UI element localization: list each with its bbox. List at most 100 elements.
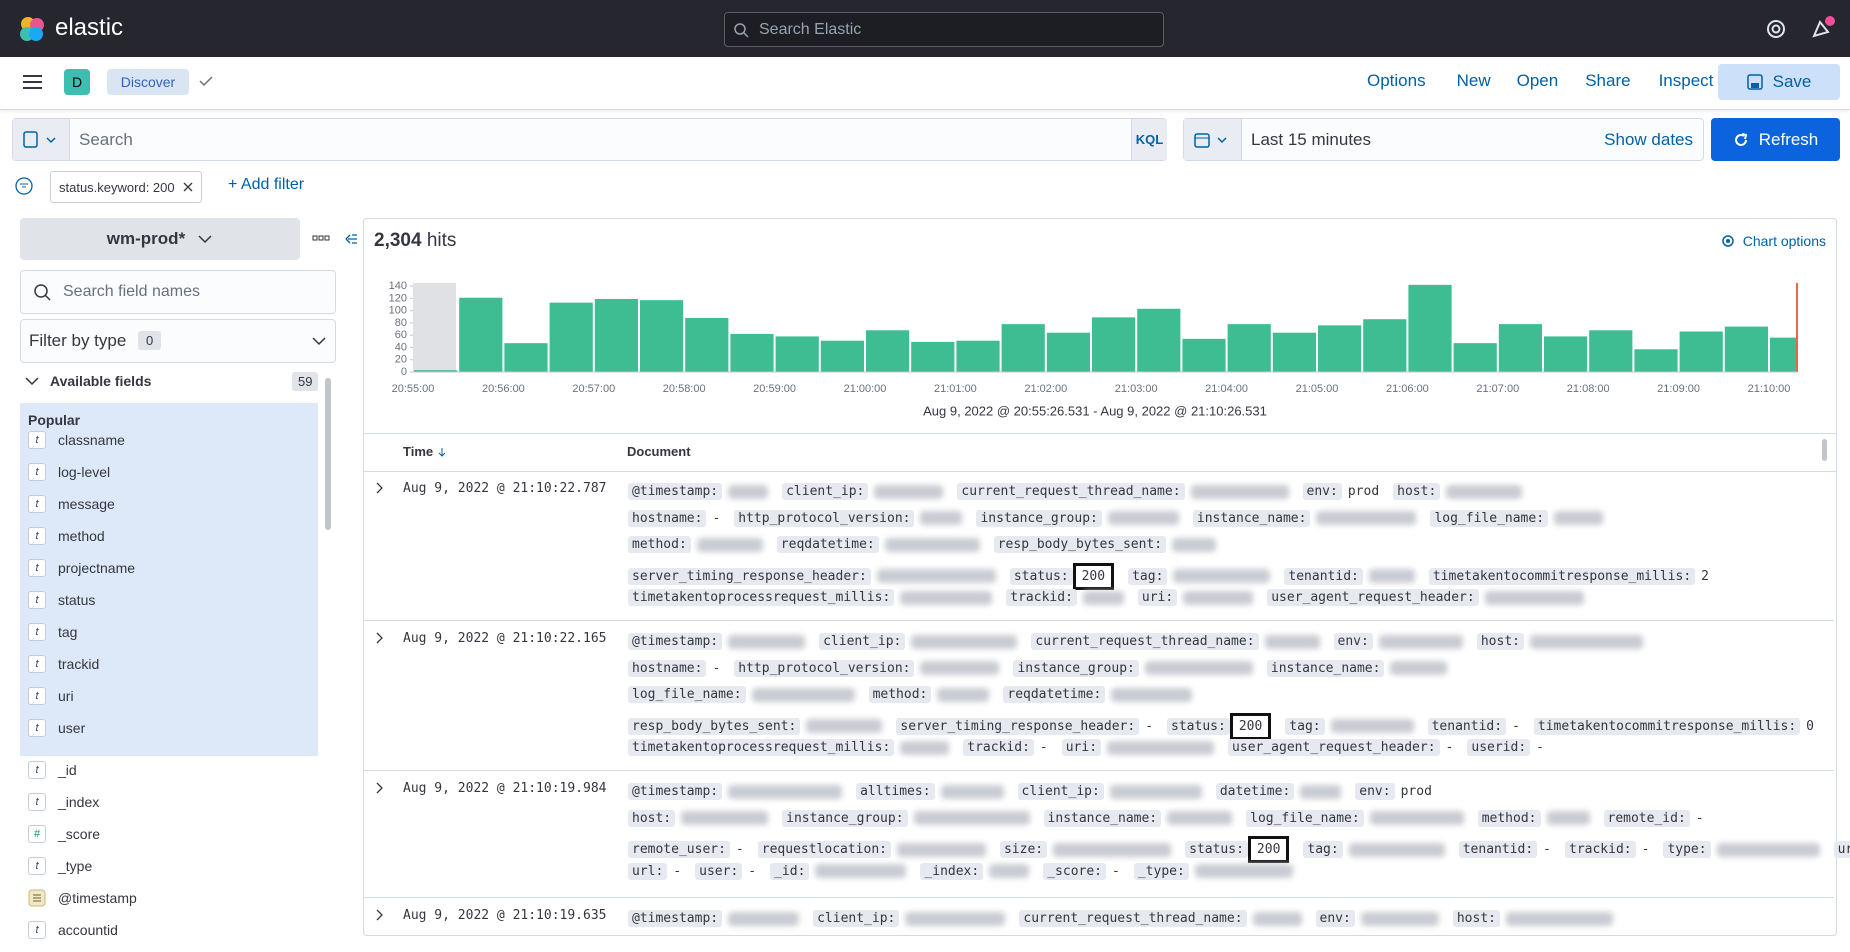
brand: elastic — [55, 14, 123, 42]
doc-line: @timestamp:client_ip:current_request_thr… — [628, 483, 1536, 500]
save-button[interactable]: Save — [1718, 64, 1840, 100]
menu-item[interactable]: Share — [1585, 71, 1630, 91]
expand-toggle[interactable] — [375, 482, 385, 494]
field-value: prod — [1401, 784, 1432, 799]
menu-item[interactable]: Open — [1517, 71, 1559, 91]
filter-pill[interactable]: status.keyword: 200 — [50, 171, 202, 203]
doc-line: @timestamp:alltimes:client_ip:datetime:e… — [628, 783, 1446, 800]
index-pattern-picker[interactable]: wm-prod* — [20, 218, 300, 260]
redacted-value — [697, 538, 763, 552]
field-key: instance_group: — [976, 510, 1101, 527]
redacted-value — [1379, 635, 1463, 649]
expand-toggle[interactable] — [375, 782, 385, 794]
field-item[interactable]: tclassname — [28, 431, 125, 449]
refresh-button[interactable]: Refresh — [1711, 118, 1840, 161]
doc-line: server_timing_response_header:status:200… — [628, 563, 1723, 590]
field-item[interactable]: t_id — [28, 761, 77, 779]
field-key: instance_name: — [1267, 660, 1385, 677]
space-avatar[interactable]: D — [64, 69, 90, 95]
redacted-value — [877, 569, 996, 583]
field-value: 200 — [1230, 713, 1271, 740]
field-key: _index: — [920, 863, 983, 880]
type-icon: t — [28, 623, 46, 641]
date-picker[interactable]: Last 15 minutes Show dates — [1183, 118, 1704, 161]
field-item[interactable]: tmethod — [28, 527, 105, 545]
redacted-value — [1107, 741, 1214, 755]
redacted-value — [1316, 511, 1416, 525]
menu-toggle[interactable] — [23, 74, 43, 90]
field-item[interactable]: #_score — [28, 825, 100, 843]
app-breadcrumb[interactable]: Discover — [107, 69, 189, 95]
field-search[interactable]: Search field names — [20, 270, 336, 314]
field-item[interactable]: t_index — [28, 793, 99, 811]
field-item[interactable]: tstatus — [28, 591, 95, 609]
field-item[interactable]: taccountid — [28, 921, 118, 939]
saved-query-button[interactable] — [13, 119, 70, 160]
language-switch[interactable]: KQL — [1131, 119, 1167, 160]
top-bar: elastic Search Elastic — [0, 0, 1850, 57]
add-filter[interactable]: + Add filter — [228, 176, 304, 194]
doc-line: timetakentoprocessrequest_millis:trackid… — [628, 589, 1598, 606]
table-scrollbar[interactable] — [1822, 439, 1827, 461]
sidebar-scrollbar[interactable] — [325, 378, 331, 530]
field-item[interactable]: ttrackid — [28, 655, 99, 673]
menu-item[interactable]: Options — [1367, 71, 1426, 91]
field-search-placeholder: Search field names — [63, 283, 200, 301]
field-value: 200 — [1248, 836, 1289, 863]
type-icon: t — [28, 527, 46, 545]
divider — [364, 433, 1836, 434]
field-name: projectname — [58, 560, 135, 576]
sidebar-actions[interactable] — [312, 232, 358, 246]
query-input[interactable]: Search — [79, 130, 133, 150]
global-search[interactable]: Search Elastic — [724, 12, 1164, 47]
field-key: uri: — [1834, 841, 1850, 858]
available-fields-label: Available fields — [50, 373, 151, 389]
field-name: trackid — [58, 656, 99, 672]
filter-menu[interactable] — [14, 176, 34, 196]
field-name: uri — [58, 688, 74, 704]
doc-line: host:instance_group:instance_name:log_fi… — [628, 810, 1718, 827]
expand-toggle[interactable] — [375, 632, 385, 644]
doc-line: url:-user:-_id:_index:_score:-_type: — [628, 863, 1307, 880]
remove-filter[interactable] — [183, 182, 193, 192]
field-item[interactable]: tprojectname — [28, 559, 135, 577]
field-item[interactable]: t_type — [28, 857, 92, 875]
doc-line: method:reqdatetime:resp_body_bytes_sent: — [628, 536, 1230, 553]
field-item[interactable]: tmessage — [28, 495, 115, 513]
field-key: timetakentocommitresponse_millis: — [1429, 568, 1695, 585]
field-item[interactable]: tlog-level — [28, 463, 110, 481]
collapse-icon[interactable] — [24, 374, 40, 388]
redacted-value — [728, 485, 768, 499]
redacted-value — [1369, 569, 1415, 583]
expand-toggle[interactable] — [375, 909, 385, 921]
redacted-value — [1390, 661, 1447, 675]
type-icon: t — [28, 793, 46, 811]
field-name: status — [58, 592, 95, 608]
redacted-value — [1485, 591, 1584, 605]
redacted-value — [752, 688, 855, 702]
field-item[interactable]: @timestamp — [28, 889, 137, 907]
field-item[interactable]: ttag — [28, 623, 77, 641]
filter-label: status.keyword: 200 — [59, 180, 175, 195]
field-key: method: — [1478, 810, 1541, 827]
show-dates[interactable]: Show dates — [1604, 130, 1693, 150]
redacted-value — [897, 843, 986, 857]
field-key: user: — [695, 863, 742, 880]
menu-item[interactable]: New — [1457, 71, 1491, 91]
chart-options[interactable]: Chart options — [1721, 233, 1826, 249]
time-header[interactable]: Time — [403, 444, 448, 459]
field-item[interactable]: turi — [28, 687, 74, 705]
redacted-value — [937, 688, 989, 702]
menu-item[interactable]: Inspect — [1659, 71, 1714, 91]
field-key: tenantid: — [1284, 568, 1362, 585]
news-icon[interactable] — [1808, 14, 1836, 42]
filter-by-type[interactable]: Filter by type 0 — [20, 319, 336, 363]
redacted-value — [1195, 864, 1293, 878]
field-name: method — [58, 528, 105, 544]
field-value: - — [1543, 842, 1551, 857]
redacted-value — [1331, 719, 1414, 733]
help-icon[interactable] — [1765, 18, 1787, 40]
index-pattern: wm-prod* — [107, 229, 185, 249]
field-item[interactable]: tuser — [28, 719, 85, 737]
